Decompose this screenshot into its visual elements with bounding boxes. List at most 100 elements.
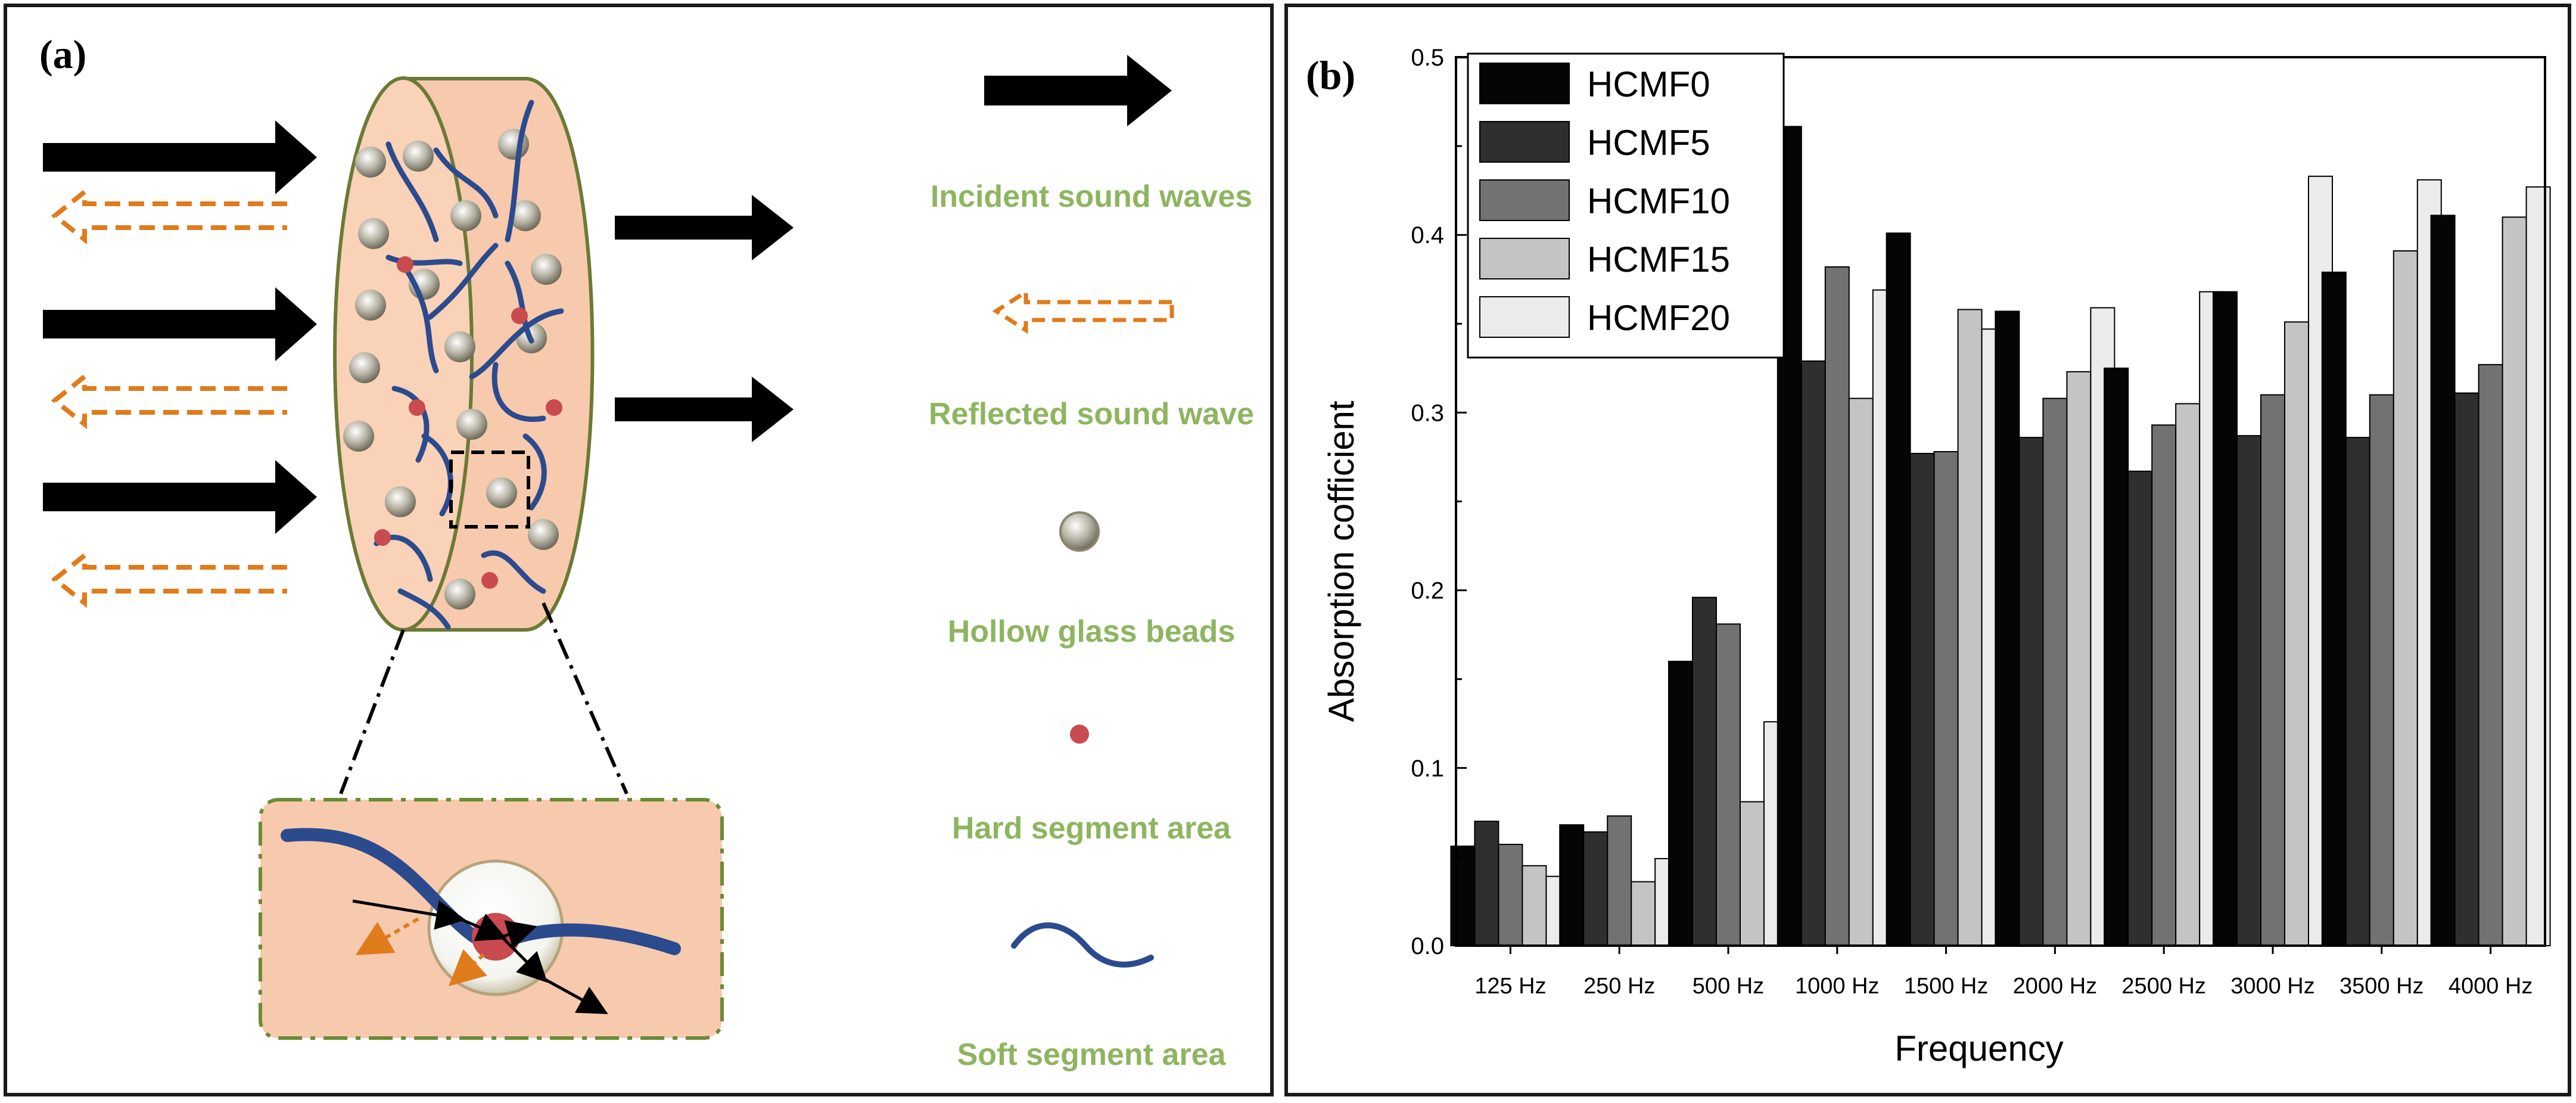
x-tick-label: 250 Hz: [1583, 974, 1655, 999]
transmitted-arrow: [615, 377, 794, 442]
legend-soft-label: Soft segment area: [957, 1037, 1227, 1072]
reflected-arrow: [51, 550, 287, 608]
x-tick-label: 3500 Hz: [2339, 974, 2424, 999]
legend-reflected-label: Reflected sound wave: [929, 397, 1254, 431]
x-tick-label: 4000 Hz: [2449, 974, 2533, 999]
y-tick-label: 0.5: [1411, 45, 1444, 71]
bar-hcmf15-1000hz: [1848, 397, 1874, 946]
bar-hcmf15-4000hz: [2502, 216, 2527, 946]
soft-segment-chains: [374, 100, 564, 630]
reflected-arrow: [51, 187, 287, 245]
x-tick-label: 2000 Hz: [2013, 974, 2098, 999]
legend-beads-label: Hollow glass beads: [948, 614, 1236, 649]
zoom-lines: [339, 602, 629, 795]
incident-arrow: [43, 460, 317, 534]
bar-hcmf15-500hz: [1740, 801, 1765, 947]
reflected-arrow: [51, 371, 287, 430]
legend-hard-label: Hard segment area: [952, 811, 1231, 846]
chart-legend: HCMF0 HCMF5 HCMF10 HCMF15 HCMF20: [1467, 52, 1785, 359]
panel-a-diagram: Incident sound waves Reflected sound wav…: [43, 55, 1254, 1072]
bar-hcmf15-2000hz: [2066, 371, 2092, 946]
bar-hcmf20-4000hz: [2525, 186, 2551, 946]
bar-hcmf5-500hz: [1692, 596, 1717, 946]
bar-hcmf15-3000hz: [2284, 321, 2309, 946]
x-tick-label: 500 Hz: [1693, 974, 1764, 999]
legend-incident-label: Incident sound waves: [931, 179, 1252, 214]
x-axis-label: Frequency: [1894, 1029, 2063, 1068]
bar-hcmf5-1500hz: [1909, 452, 1935, 946]
incident-arrow: [43, 287, 317, 361]
legend-label-hcmf20: HCMF20: [1587, 298, 1730, 338]
bar-hcmf0-125hz: [1450, 846, 1476, 947]
legend-soft-segment-icon: [1011, 922, 1154, 968]
bar-hcmf10-2000hz: [2042, 397, 2068, 946]
bar-hcmf5-3000hz: [2236, 435, 2261, 946]
bar-hcmf0-3000hz: [2213, 291, 2238, 946]
bar-hcmf15-125hz: [1522, 865, 1547, 947]
x-tick-label: 125 Hz: [1474, 974, 1546, 999]
legend-incident-arrow-icon: [984, 55, 1172, 126]
legend-reflected-arrow-icon: [992, 288, 1174, 334]
bar-hcmf5-1000hz: [1800, 360, 1826, 946]
bar-hcmf5-2000hz: [2018, 437, 2044, 946]
bar-hcmf10-125hz: [1498, 844, 1523, 946]
bar-hcmf10-250hz: [1607, 815, 1632, 946]
transmitted-arrows: [615, 195, 794, 442]
bar-hcmf10-3500hz: [2369, 394, 2394, 946]
bar-hcmf10-2500hz: [2151, 424, 2177, 946]
schematic-legend: Incident sound waves Reflected sound wav…: [929, 55, 1254, 1072]
bar-hcmf0-3500hz: [2321, 271, 2347, 946]
bar-hcmf15-250hz: [1631, 881, 1656, 946]
x-tick-label: 3000 Hz: [2230, 974, 2315, 999]
bar-hcmf0-4000hz: [2430, 215, 2456, 947]
bar-hcmf15-1500hz: [1957, 309, 1983, 947]
hard-segment-dots: [374, 256, 562, 589]
bar-hcmf5-250hz: [1583, 831, 1609, 946]
y-tick-label: 0.2: [1411, 578, 1444, 604]
legend-label-hcmf15: HCMF15: [1587, 240, 1730, 279]
zoom-region-box: [449, 450, 530, 529]
bar-hcmf0-250hz: [1559, 824, 1585, 946]
legend-label-hcmf0: HCMF0: [1587, 64, 1710, 104]
legend-label-hcmf10: HCMF10: [1587, 181, 1730, 221]
legend-swatch-hcmf20: [1479, 296, 1570, 338]
legend-bead-icon: [1059, 511, 1100, 552]
legend-swatch-hcmf0: [1479, 63, 1570, 104]
bar-hcmf10-1000hz: [1824, 266, 1850, 947]
bar-hcmf10-4000hz: [2478, 363, 2503, 946]
bar-hcmf0-2000hz: [1995, 310, 2020, 946]
bar-hcmf0-1500hz: [1886, 232, 1911, 946]
panel-a-label: (a): [39, 32, 87, 77]
bar-hcmf0-500hz: [1668, 660, 1693, 946]
panel-b-chart: (b) 125 Hz 250 Hz 500 Hz 1000 Hz 1500 Hz 2000…: [1284, 4, 2571, 1096]
axes-group: 125 Hz 250 Hz 500 Hz 1000 Hz 1500 Hz 2000 Hz 2…: [1411, 45, 2546, 999]
bar-hcmf10-500hz: [1716, 623, 1741, 947]
y-axis-label: Absorption cofficient: [1321, 400, 1361, 722]
transmitted-arrow: [615, 195, 794, 260]
y-tick-label: 0.1: [1411, 756, 1444, 782]
y-tick-label: 0.3: [1411, 400, 1444, 426]
bar-hcmf5-125hz: [1474, 821, 1499, 947]
legend-swatch-hcmf10: [1479, 179, 1570, 221]
x-tick-label: 1000 Hz: [1795, 974, 1880, 999]
bar-hcmf15-3500hz: [2393, 250, 2418, 947]
reflected-arrows-left: [51, 187, 287, 608]
bar-hcmf15-2500hz: [2175, 403, 2201, 946]
bar-hcmf5-4000hz: [2454, 392, 2479, 946]
legend-hard-segment-icon: [1070, 725, 1089, 744]
y-tick-label: 0.4: [1411, 222, 1444, 248]
bar-hcmf10-1500hz: [1933, 451, 1959, 946]
absorption-bar-chart: 125 Hz 250 Hz 500 Hz 1000 Hz 1500 Hz 2000 Hz 2…: [1321, 45, 2551, 1068]
legend-swatch-hcmf5: [1479, 121, 1570, 163]
legend-swatch-hcmf15: [1479, 238, 1570, 279]
x-tick-label: 1500 Hz: [1904, 974, 1989, 999]
x-tick-label: 2500 Hz: [2121, 974, 2206, 999]
legend-label-hcmf5: HCMF5: [1587, 123, 1710, 163]
bar-hcmf5-2500hz: [2127, 470, 2153, 946]
panel-a-schematic: (a): [4, 4, 1274, 1096]
zoom-inset: [259, 798, 724, 1040]
bar-hcmf5-3500hz: [2345, 437, 2370, 946]
bar-hcmf10-3000hz: [2260, 394, 2285, 946]
y-tick-label: 0.0: [1411, 933, 1444, 959]
panel-b-label: (b): [1306, 52, 1356, 98]
